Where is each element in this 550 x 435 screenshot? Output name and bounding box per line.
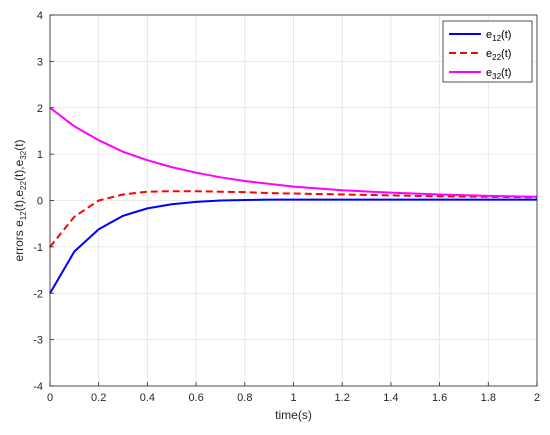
x-tick-label: 0.2 [91, 392, 106, 404]
series-line-1 [49, 198, 537, 294]
series-line-2 [49, 190, 538, 248]
legend: e12(t) e22(t) e32(t) [442, 20, 533, 83]
y-tick-label: -2 [33, 288, 43, 300]
y-tick-label: 0 [37, 196, 43, 208]
axis-ticks: 0 0.2 0.4 0.6 0.8 1 1.2 1.4 1.6 1.8 2 4 3 2 1 0 -1 -2 -3 -4 [33, 10, 540, 404]
x-tick-label: 0.4 [140, 392, 155, 404]
x-tick-label: 0 [47, 392, 53, 404]
x-tick-label: 1 [290, 392, 296, 404]
y-tick-label: -3 [33, 335, 43, 347]
y-tick-label: 4 [37, 10, 43, 22]
legend-label-3: e32(t) [486, 67, 511, 81]
legend-label-1: e12(t) [486, 29, 511, 43]
x-tick-label: 1.8 [481, 392, 496, 404]
y-tick-label: 3 [37, 56, 43, 68]
y-tick-label: -1 [33, 242, 43, 254]
series-line-3 [49, 106, 538, 198]
x-tick-label: 0.8 [237, 392, 252, 404]
x-axis-label: time(s) [275, 408, 312, 422]
series-lines [49, 106, 538, 294]
x-tick-label: 2 [534, 392, 540, 404]
y-axis-label: errors e12(t),e22(t),e32(t) [12, 139, 28, 261]
x-tick-label: 1.2 [335, 392, 350, 404]
x-tick-label: 1.6 [432, 392, 447, 404]
x-tick-label: 1.4 [383, 392, 398, 404]
x-tick-label: 0.6 [188, 392, 203, 404]
y-tick-label: -4 [33, 381, 43, 393]
legend-label-2: e22(t) [486, 48, 511, 62]
y-tick-label: 2 [37, 103, 43, 115]
y-tick-label: 1 [37, 149, 43, 161]
